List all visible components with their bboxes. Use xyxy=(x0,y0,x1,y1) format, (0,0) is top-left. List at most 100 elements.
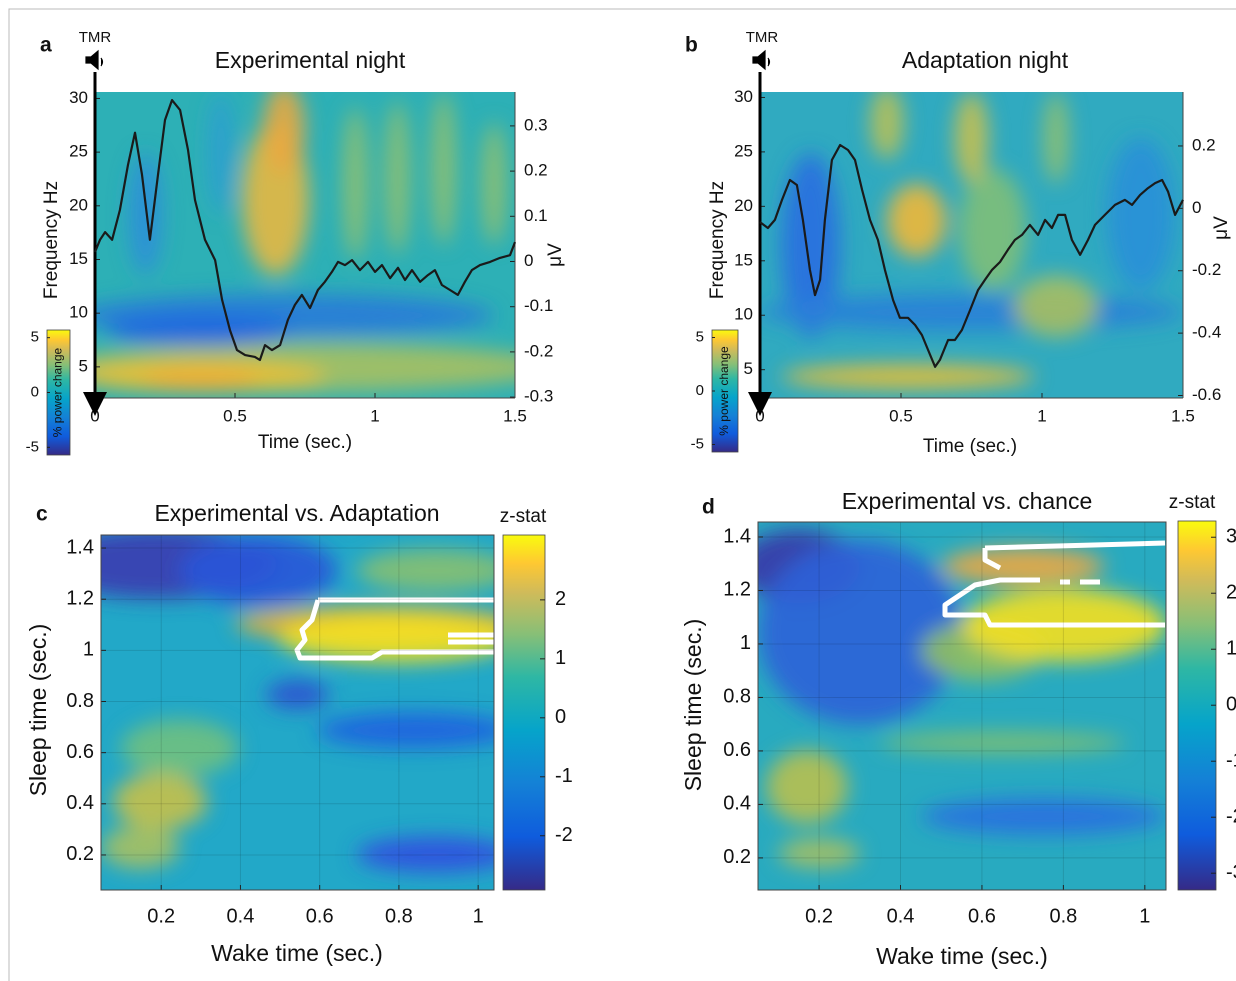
heatmap-blob xyxy=(356,549,494,592)
y2-tick-label: 0.3 xyxy=(524,115,548,134)
y-tick-label: 0.2 xyxy=(66,843,94,865)
colorbar-tick-label: 0 xyxy=(1226,694,1236,716)
x-tick-label: 0 xyxy=(755,406,764,425)
heatmap-blob xyxy=(266,680,329,709)
heatmap-blob xyxy=(107,315,293,346)
chart-title: Experimental night xyxy=(215,47,406,73)
y-tick-label: 1.4 xyxy=(723,525,751,547)
heatmap-blob xyxy=(112,772,208,830)
x-tick-label: 0.2 xyxy=(805,905,833,927)
colorbar-tick-label: -5 xyxy=(26,438,39,455)
heatmap-blob xyxy=(481,122,507,245)
y-tick-label: 0.6 xyxy=(723,739,751,761)
y2-tick-label: 0.2 xyxy=(524,161,548,180)
heatmap-blob xyxy=(384,101,410,255)
colorbar-tick-label: -2 xyxy=(555,824,573,846)
plot-frame xyxy=(757,521,1167,891)
heatmap-blob xyxy=(781,153,841,337)
heatmap-blobs xyxy=(95,92,515,392)
y-tick-label: 30 xyxy=(69,88,88,107)
speaker-icon xyxy=(752,49,771,71)
colorbar-tick-label: 0 xyxy=(696,382,704,399)
heatmap-blob xyxy=(886,183,947,258)
heatmap xyxy=(758,522,1166,890)
colorbar xyxy=(502,534,546,891)
heatmap-blob xyxy=(1106,137,1175,291)
y-tick-label: 0.8 xyxy=(723,686,751,708)
y2-tick-label: 0.2 xyxy=(1192,135,1216,154)
tmr-label: TMR xyxy=(746,29,779,46)
heatmap-blob xyxy=(766,750,848,824)
x-tick-label: 0.4 xyxy=(227,905,255,927)
heatmap-blob xyxy=(778,838,860,868)
panel-letter: a xyxy=(40,34,52,57)
colorbar xyxy=(711,329,739,453)
x-tick-label: 1 xyxy=(370,406,379,425)
x-tick-label: 0.2 xyxy=(147,905,175,927)
heatmap-blob xyxy=(208,92,234,215)
heatmap-blob xyxy=(921,798,1166,835)
colorbar-tick-label: 1 xyxy=(555,647,566,669)
y2-axis-label: μV xyxy=(1211,216,1232,240)
heatmap-blob xyxy=(431,92,457,245)
y-tick-label: 1 xyxy=(740,632,751,654)
heatmap-blob xyxy=(317,712,494,748)
x-tick-label: 1 xyxy=(1139,905,1150,927)
colorbar-tick-label: 0 xyxy=(31,383,39,400)
erp-line xyxy=(759,143,1184,368)
y-tick-label: 5 xyxy=(79,356,88,375)
x-axis-label: Wake time (sec.) xyxy=(876,943,1048,969)
heatmap-blob xyxy=(356,836,494,873)
y2-tick-label: -0.2 xyxy=(524,341,553,360)
x-tick-label: 0.8 xyxy=(1049,905,1077,927)
heatmap-blob xyxy=(342,107,368,261)
colorbar-tick-label: 5 xyxy=(31,329,39,346)
heatmap-blob xyxy=(263,92,305,175)
x-tick-label: 0.8 xyxy=(385,905,413,927)
heatmap xyxy=(101,535,494,890)
heatmap-blobs xyxy=(760,92,1183,389)
x-tick-label: 0.6 xyxy=(306,905,334,927)
x-tick-label: 0.5 xyxy=(889,406,913,425)
x-tick-label: 1 xyxy=(1037,406,1046,425)
y2-tick-label: 0.1 xyxy=(524,206,548,225)
heatmap-blob xyxy=(941,547,1105,585)
y-tick-label: 10 xyxy=(69,303,88,322)
x-tick-label: 0.4 xyxy=(887,905,915,927)
y-tick-label: 20 xyxy=(69,195,88,214)
colorbar-label: % power change xyxy=(51,347,65,437)
x-tick-label: 1.5 xyxy=(1171,406,1195,425)
y-tick-label: 15 xyxy=(69,249,88,268)
y-tick-label: 1 xyxy=(83,639,94,661)
y-tick-label: 20 xyxy=(734,196,753,215)
y2-tick-label: -0.4 xyxy=(1192,323,1221,342)
chart-title: Adaptation night xyxy=(902,47,1069,73)
colorbar-tick-label: 3 xyxy=(1226,526,1236,548)
chart-title: Experimental vs. Adaptation xyxy=(154,500,439,526)
speaker-icon xyxy=(85,49,104,71)
heatmap xyxy=(760,92,1183,398)
colorbar-tick-label: 1 xyxy=(1226,638,1236,660)
frame xyxy=(8,8,1236,981)
colorbar-tick-label: 0 xyxy=(555,706,566,728)
y-axis-label: Sleep time (sec.) xyxy=(680,619,706,792)
y-axis-label: Frequency Hz xyxy=(41,181,62,299)
x-tick-label: 0.6 xyxy=(968,905,996,927)
y-tick-label: 25 xyxy=(734,141,753,160)
heatmap-blob xyxy=(869,92,904,160)
y-tick-label: 0.6 xyxy=(66,741,94,763)
significance-contour xyxy=(294,597,494,661)
heatmap-blob xyxy=(128,153,163,276)
y-tick-label: 1.4 xyxy=(66,536,94,558)
colorbar-label: z-stat xyxy=(1169,492,1216,513)
colorbar-tick-label: -1 xyxy=(555,765,573,787)
colorbar-tick-label: -3 xyxy=(1226,861,1236,883)
tmr-label: TMR xyxy=(79,29,112,46)
y2-tick-label: -0.3 xyxy=(524,387,553,406)
colorbar-label: % power change xyxy=(717,346,731,436)
y-tick-label: 15 xyxy=(734,250,753,269)
heatmap-blob xyxy=(760,293,1183,331)
colorbar-tick-label: 2 xyxy=(555,588,566,610)
panel-letter: d xyxy=(702,496,715,519)
y-tick-label: 0.8 xyxy=(66,690,94,712)
